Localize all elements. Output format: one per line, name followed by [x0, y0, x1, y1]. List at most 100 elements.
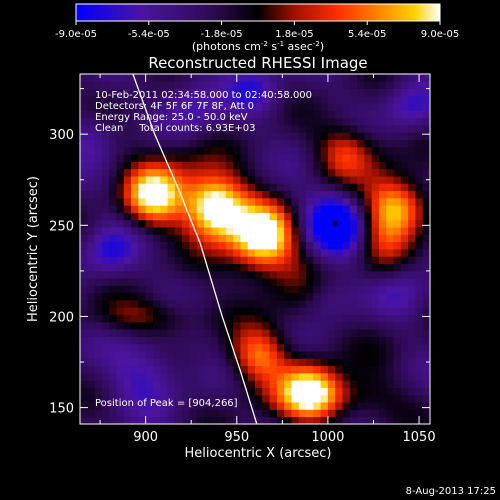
heatmap-cell [80, 205, 88, 213]
heatmap-cell [306, 95, 314, 104]
heatmap-cell [378, 154, 387, 162]
heatmap-cell [349, 416, 358, 424]
heatmap-cell [131, 110, 139, 119]
heatmap-cell [225, 132, 234, 141]
heatmap-cell [203, 227, 212, 235]
heatmap-cell [291, 205, 300, 213]
heatmap-cell [160, 292, 168, 301]
heatmap-cell [247, 234, 256, 243]
heatmap-cell [218, 95, 227, 104]
heatmap-cell [174, 183, 183, 192]
heatmap-cell [342, 241, 351, 250]
heatmap-cell [182, 329, 190, 337]
heatmap-cell [313, 95, 322, 104]
heatmap-cell [400, 285, 409, 294]
heatmap-cell [152, 190, 161, 199]
heatmap-cell [313, 394, 322, 403]
heatmap-cell [335, 365, 343, 374]
heatmap-cell [80, 81, 88, 89]
heatmap-cell [138, 292, 147, 301]
heatmap-cell [306, 81, 314, 89]
heatmap-cell [313, 278, 322, 286]
heatmap-cell [255, 168, 263, 177]
heatmap-cell [262, 74, 270, 82]
heatmap-cell [116, 270, 125, 279]
heatmap-cell [400, 219, 409, 228]
heatmap-cell [255, 285, 263, 294]
info-energy-range: Energy Range: 25.0 - 50.0 keV [95, 112, 248, 123]
heatmap-cell [371, 154, 380, 162]
heatmap-cell [415, 190, 424, 199]
heatmap-cell [422, 278, 430, 286]
heatmap-cell [335, 336, 343, 345]
heatmap-cell [349, 402, 358, 410]
heatmap-cell [378, 110, 387, 119]
heatmap-cell [167, 343, 176, 352]
heatmap-cell [80, 197, 88, 206]
heatmap-cell [269, 372, 278, 381]
heatmap-cell [291, 387, 300, 396]
heatmap-cell [349, 154, 358, 162]
heatmap-cell [80, 256, 88, 264]
heatmap-cell [87, 263, 95, 272]
heatmap-cell [182, 103, 190, 111]
heatmap-cell [357, 117, 365, 126]
heatmap-cell [116, 139, 125, 148]
heatmap-cell [298, 249, 307, 257]
heatmap-cell [393, 117, 402, 126]
heatmap-cell [225, 300, 234, 308]
heatmap-cell [291, 409, 300, 418]
heatmap-cell [123, 125, 132, 133]
heatmap-cell [160, 372, 168, 381]
heatmap-cell [182, 409, 190, 418]
heatmap-cell [371, 365, 380, 374]
heatmap-cell [131, 103, 139, 111]
heatmap-cell [415, 329, 424, 337]
heatmap-cell [101, 416, 110, 424]
heatmap-cell [203, 146, 212, 155]
heatmap-cell [255, 212, 263, 221]
heatmap-cell [240, 285, 249, 294]
heatmap-cell [80, 343, 88, 352]
heatmap-cell [87, 358, 95, 367]
heatmap-cell [101, 88, 110, 97]
heatmap-cell [87, 234, 95, 243]
heatmap-cell [225, 95, 234, 104]
heatmap-cell [94, 380, 103, 388]
heatmap-cell [364, 161, 373, 170]
heatmap-cell [386, 358, 394, 367]
heatmap-cell [342, 197, 351, 206]
heatmap-cell [211, 117, 219, 126]
heatmap-cell [101, 95, 110, 104]
heatmap-cell [87, 139, 95, 148]
heatmap-cell [174, 81, 183, 89]
heatmap-cell [160, 183, 168, 192]
heatmap-cell [284, 117, 292, 126]
heatmap-cell [233, 219, 241, 228]
heatmap-cell [269, 117, 278, 126]
heatmap-cell [378, 132, 387, 141]
heatmap-cell [349, 343, 358, 352]
heatmap-cell [378, 321, 387, 330]
heatmap-cell [422, 402, 430, 410]
heatmap-cell [306, 300, 314, 308]
heatmap-cell [255, 183, 263, 192]
heatmap-cell [276, 139, 285, 148]
heatmap-cell [182, 402, 190, 410]
heatmap-cell [203, 351, 212, 359]
heatmap-cell [123, 321, 132, 330]
heatmap-cell [349, 249, 358, 257]
heatmap-cell [131, 329, 139, 337]
heatmap-cell [276, 176, 285, 184]
heatmap-cell [276, 205, 285, 213]
heatmap-cell [160, 74, 168, 82]
heatmap-cell [298, 263, 307, 272]
heatmap-cell [109, 241, 117, 250]
heatmap-cell [284, 336, 292, 345]
heatmap-cell [342, 358, 351, 367]
heatmap-cell [123, 95, 132, 104]
heatmap-cell [327, 343, 336, 352]
heatmap-cell [174, 394, 183, 403]
heatmap-cell [349, 351, 358, 359]
colorbar-tick-label: -9.0e-05 [55, 29, 97, 40]
